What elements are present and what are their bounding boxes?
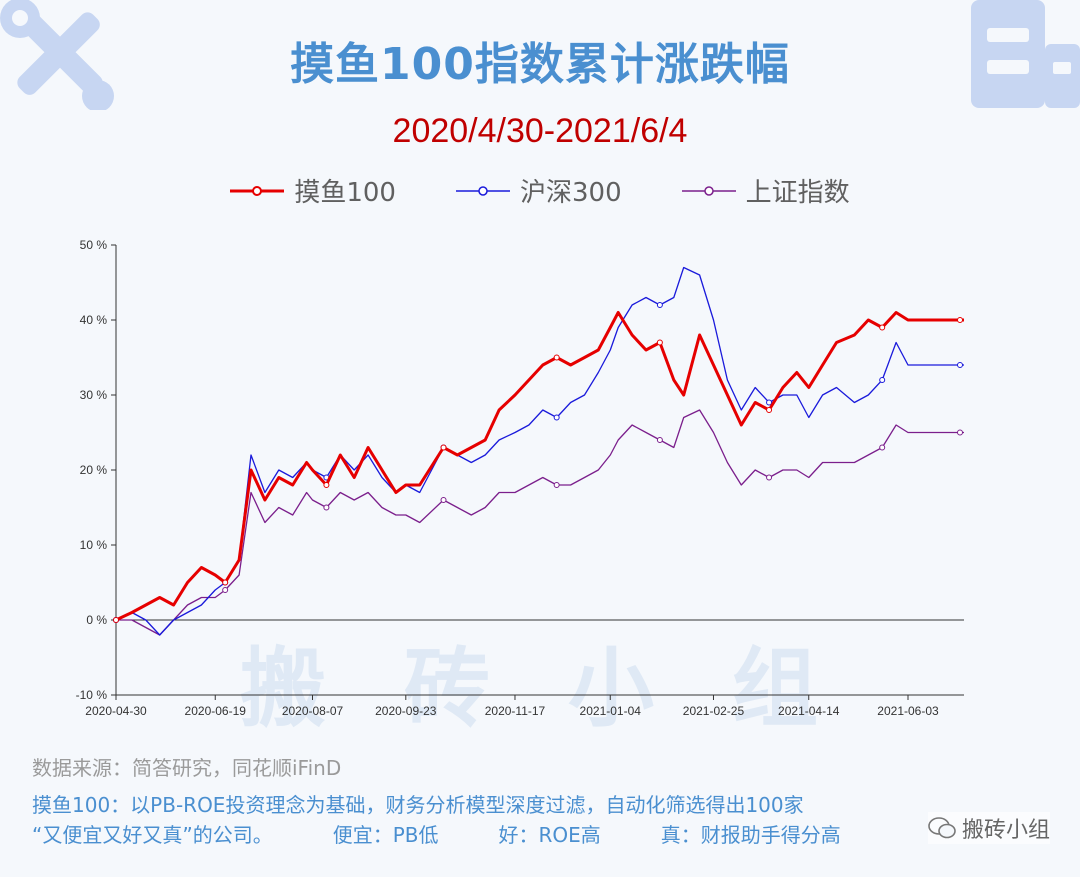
series-marker [656, 339, 663, 346]
series-marker [113, 617, 119, 623]
legend-swatch-moyu100 [230, 185, 285, 196]
data-source: 数据来源：简答研究，同花顺iFinD [32, 756, 342, 780]
series-marker [957, 317, 963, 323]
series-marker [553, 354, 560, 361]
building-icon [971, 0, 1080, 108]
desc-line-1: 摸鱼100：以PB-ROE投资理念为基础，财务分析模型深度过滤，自动化筛选得出1… [32, 793, 804, 817]
series-marker [440, 444, 447, 451]
series-marker [879, 444, 886, 451]
series-marker [553, 482, 560, 488]
series-marker [879, 377, 886, 383]
watermark-text: 搬砖小组 [240, 639, 896, 739]
legend-swatch-shanghai [681, 185, 736, 196]
x-tick-label: 2020-06-19 [185, 704, 247, 718]
wechat-icon [928, 817, 956, 839]
y-tick-label: 30 % [80, 388, 108, 402]
wechat-badge: 搬砖小组 [927, 812, 1050, 844]
desc-true: 真：财报助手得分高 [660, 823, 841, 847]
chart-legend: 摸鱼100 沪深300 上证指数 [0, 172, 1080, 209]
series-marker [766, 399, 773, 406]
legend-item-hs300[interactable]: 沪深300 [455, 172, 622, 209]
series-marker [879, 324, 886, 331]
series-marker [113, 617, 119, 623]
series-marker [113, 617, 119, 623]
legend-item-shanghai[interactable]: 上证指数 [681, 172, 850, 209]
y-tick-label: 20 % [80, 463, 108, 477]
series-line-0 [115, 311, 964, 622]
tools-icon [0, 0, 114, 110]
y-tick-label: 50 % [80, 238, 108, 252]
legend-label-hs300: 沪深300 [519, 178, 622, 208]
series-marker [222, 579, 229, 586]
series-marker [323, 474, 330, 481]
series-line-2 [116, 409, 964, 636]
series-marker [766, 474, 773, 481]
series-marker [440, 444, 447, 451]
desc-quote: “又便宜又好又真”的公司。 [32, 823, 273, 847]
series-marker [553, 414, 560, 421]
series-marker [766, 407, 773, 413]
wechat-name: 搬砖小组 [961, 818, 1050, 843]
legend-label-shanghai: 上证指数 [745, 178, 850, 208]
series-marker [957, 429, 963, 436]
series-marker [656, 437, 663, 443]
series-line-1 [115, 266, 964, 636]
index-description: 摸鱼100：以PB-ROE投资理念为基础，财务分析模型深度过滤，自动化筛选得出1… [32, 790, 1052, 850]
x-tick-label: 2020-04-30 [85, 704, 147, 718]
y-tick-label: 10 % [80, 538, 108, 552]
series-marker [222, 579, 229, 586]
legend-swatch-hs300 [455, 185, 510, 196]
page-subtitle: 2020/4/30-2021/6/4 [392, 112, 688, 150]
y-tick-label: -10 % [76, 688, 108, 702]
series-marker [957, 362, 963, 368]
desc-line-2: “又便宜又好又真”的公司。 便宜：PB低 好：ROE高 真：财报助手得分高 [32, 820, 1052, 850]
y-tick-label: 40 % [80, 313, 108, 327]
series-marker [656, 302, 663, 308]
series-marker [440, 497, 447, 503]
series-marker [323, 504, 330, 511]
series-marker [323, 482, 330, 488]
legend-label-moyu100: 摸鱼100 [294, 178, 396, 208]
desc-cheap: 便宜：PB低 [332, 823, 439, 847]
series-marker [222, 587, 229, 593]
y-tick-label: 0 % [86, 613, 107, 627]
page-title: 摸鱼100指数累计涨跌幅 [290, 39, 790, 90]
legend-item-moyu100[interactable]: 摸鱼100 [230, 172, 396, 209]
desc-good: 好：ROE高 [498, 823, 601, 847]
